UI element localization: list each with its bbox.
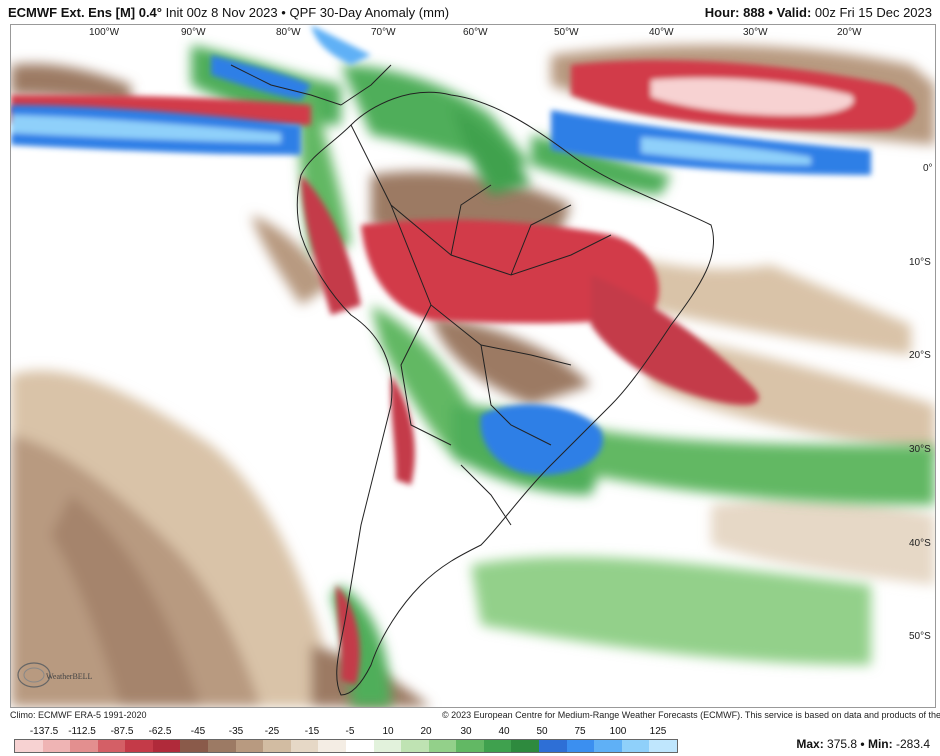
legend-label: 30 — [460, 726, 472, 737]
lat-label: 40°S — [909, 538, 931, 549]
legend-swatch — [428, 740, 457, 752]
legend-label: 125 — [649, 726, 667, 737]
legend-label: -5 — [345, 726, 355, 737]
latitude-labels: 0° 10°S 20°S 30°S 40°S 50°S — [909, 163, 933, 642]
copyright-credit: © 2023 European Centre for Medium-Range … — [442, 710, 940, 720]
legend-swatch — [401, 740, 429, 752]
legend-label: 75 — [574, 726, 586, 737]
legend-label: -15 — [304, 726, 320, 737]
legend-swatch — [97, 740, 126, 752]
legend-swatch — [70, 740, 98, 752]
degree-mark: ° — [156, 4, 162, 20]
legend-swatch — [621, 740, 650, 752]
legend-label: -112.5 — [68, 726, 96, 737]
logo-text: WeatherBELL — [46, 672, 93, 681]
longitude-labels: 100°W 90°W 80°W 70°W 60°W 50°W 40°W 30°W… — [89, 27, 862, 38]
max-label: Max: — [796, 737, 824, 751]
legend-swatch — [318, 740, 346, 752]
max-value: 375.8 — [827, 737, 858, 751]
legend-colorbar — [14, 739, 678, 753]
max-min-stats: Max: 375.8 • Min: -283.4 — [796, 737, 930, 751]
legend-swatch — [345, 740, 374, 752]
legend-swatch — [511, 740, 539, 752]
min-label: Min: — [867, 737, 893, 751]
legend-swatch — [180, 740, 209, 752]
legend-swatch — [290, 740, 319, 752]
title-left: ECMWF Ext. Ens [M] 0.4° Init 00z 8 Nov 2… — [0, 5, 449, 20]
legend-label: 10 — [382, 726, 394, 737]
legend-label: -137.5 — [29, 726, 59, 737]
valid-value: 00z Fri 15 Dec 2023 — [814, 4, 932, 20]
lon-label: 20°W — [837, 27, 862, 38]
precip-anomaly-map[interactable]: 100°W 90°W 80°W 70°W 60°W 50°W 40°W 30°W… — [10, 24, 936, 708]
lon-label: 40°W — [649, 27, 674, 38]
legend-swatch — [152, 740, 181, 752]
dry-red-anomalies — [11, 60, 916, 685]
legend-swatch — [649, 740, 677, 752]
separator: • — [860, 737, 865, 751]
valid-label: Valid: — [776, 4, 812, 20]
coastline — [230, 64, 715, 696]
init-time: Init 00z 8 Nov 2023 — [165, 4, 278, 20]
color-legend: -137.5 -112.5 -87.5 -62.5 -45 -35 -25 -1… — [0, 726, 940, 756]
logo-graphic: WeatherBELL — [17, 662, 93, 688]
legend-swatch — [456, 740, 484, 752]
title-right: Hour: 888 • Valid: 00z Fri 15 Dec 2023 — [705, 5, 940, 20]
separator: • — [281, 4, 286, 20]
legend-label: -25 — [264, 726, 280, 737]
legend-swatch — [483, 740, 512, 752]
legend-swatch — [235, 740, 264, 752]
legend-label: -87.5 — [110, 726, 134, 737]
legend-swatch — [125, 740, 153, 752]
legend-label: -45 — [190, 726, 206, 737]
legend-label: -35 — [228, 726, 244, 737]
legend-label: 40 — [498, 726, 510, 737]
map-canvas: 100°W 90°W 80°W 70°W 60°W 50°W 40°W 30°W… — [11, 25, 935, 707]
lon-label: 90°W — [181, 27, 206, 38]
hour-label: Hour: — [704, 4, 740, 20]
legend-swatch — [594, 740, 622, 752]
legend-labels: -137.5 -112.5 -87.5 -62.5 -45 -35 -25 -1… — [14, 726, 694, 738]
lon-label: 70°W — [371, 27, 396, 38]
lon-label: 30°W — [743, 27, 768, 38]
min-value: -283.4 — [895, 737, 930, 751]
legend-swatch — [373, 740, 402, 752]
legend-label: -62.5 — [148, 726, 172, 737]
lon-label: 80°W — [276, 27, 301, 38]
weatherbell-logo: WeatherBELL — [16, 660, 96, 690]
wet-blue-anomalies — [11, 25, 871, 475]
model-name: ECMWF Ext. Ens [M] 0.4 — [8, 4, 157, 20]
product-name: QPF 30-Day Anomaly (mm) — [289, 4, 450, 20]
climo-credit: Climo: ECMWF ERA-5 1991-2020 — [10, 710, 147, 720]
legend-swatch — [15, 740, 43, 752]
legend-swatch — [263, 740, 291, 752]
legend-swatch — [42, 740, 71, 752]
legend-swatch — [538, 740, 567, 752]
lon-label: 100°W — [89, 27, 120, 38]
lat-label: 30°S — [909, 444, 931, 455]
legend-label: 100 — [609, 726, 627, 737]
lat-label: 0° — [923, 163, 933, 174]
legend-label: 50 — [536, 726, 548, 737]
lat-label: 10°S — [909, 257, 931, 268]
lon-label: 60°W — [463, 27, 488, 38]
separator: • — [768, 4, 773, 20]
hour-value: 888 — [743, 4, 765, 20]
legend-label: 20 — [420, 726, 432, 737]
map-title-bar: ECMWF Ext. Ens [M] 0.4° Init 00z 8 Nov 2… — [0, 0, 940, 24]
lon-label: 50°W — [554, 27, 579, 38]
legend-swatch — [566, 740, 595, 752]
legend-swatch — [208, 740, 236, 752]
lat-label: 20°S — [909, 350, 931, 361]
lat-label: 50°S — [909, 631, 931, 642]
